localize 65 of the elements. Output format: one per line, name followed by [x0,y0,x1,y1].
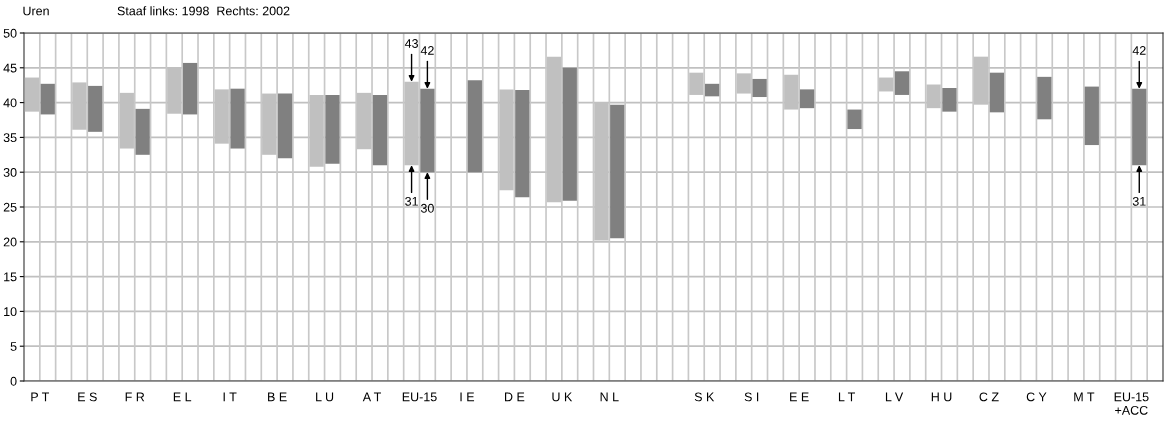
bar [894,71,910,95]
bar [989,72,1005,113]
annotation: 42 [1132,46,1146,55]
bar [1084,86,1099,146]
x-tick-label: C Y [1026,392,1047,402]
x-tick-label: U K [552,392,573,402]
x-tick-label: L T [838,392,856,402]
bar [610,104,625,239]
y-axis-title: Uren [23,6,49,16]
bar [420,88,435,173]
bar [705,83,720,97]
x-tick-label: EU-15 [402,392,437,402]
x-tick-label: N L [600,392,619,402]
x-tick-label: F R [125,392,145,402]
bar [372,94,388,166]
bar [942,87,957,112]
x-tick-label: E S [78,392,97,402]
chart-title: Staaf links: 1998 Rechts: 2002 [117,6,290,16]
x-tick-label: L V [885,392,904,402]
x-tick-label: H U [931,392,952,402]
annotation: 43 [404,39,418,48]
bar [230,88,245,149]
bar [182,62,198,115]
bar [515,90,530,198]
annotation: 31 [405,196,418,206]
y-tick-label: 25 [3,202,17,212]
bar [562,67,577,201]
y-tick-label: 0 [10,376,17,386]
bar [1037,76,1052,120]
annotation: 42 [420,46,434,55]
y-tick-label: 40 [3,98,17,108]
bar [799,89,815,109]
x-tick-label: L U [316,392,334,402]
x-tick-label: I T [223,392,237,402]
y-tick-label: 45 [3,63,17,73]
x-tick-label: S K [694,392,715,402]
x-tick-label: EU-15 +ACC [1114,392,1149,415]
annotation: 31 [1132,196,1146,206]
x-tick-label: E E [790,392,809,402]
bar [847,109,862,130]
y-tick-label: 10 [4,307,17,317]
x-tick-label: S I [744,392,759,402]
x-tick-label: P T [31,392,50,402]
y-tick-label: 15 [4,272,17,282]
y-tick-label: 50 [3,28,17,38]
x-tick-label: I E [460,392,475,402]
x-tick-label: D E [505,392,525,402]
bar [88,85,103,132]
y-tick-label: 35 [3,133,17,143]
x-tick-label: B E [268,392,287,402]
bar [40,83,55,115]
bar [467,80,482,173]
y-tick-label: 20 [3,237,17,247]
x-tick-label: C Z [979,392,999,402]
bar [325,94,340,164]
y-tick-label: 5 [10,342,17,351]
x-tick-label: M T [1074,392,1095,402]
bar [1132,88,1147,166]
y-tick-label: 30 [3,168,17,177]
bar [135,108,150,155]
x-tick-label: E L [173,392,192,402]
x-tick-label: A T [362,392,382,402]
bar [752,78,767,98]
bar [277,93,293,159]
annotation: 30 [420,203,434,213]
